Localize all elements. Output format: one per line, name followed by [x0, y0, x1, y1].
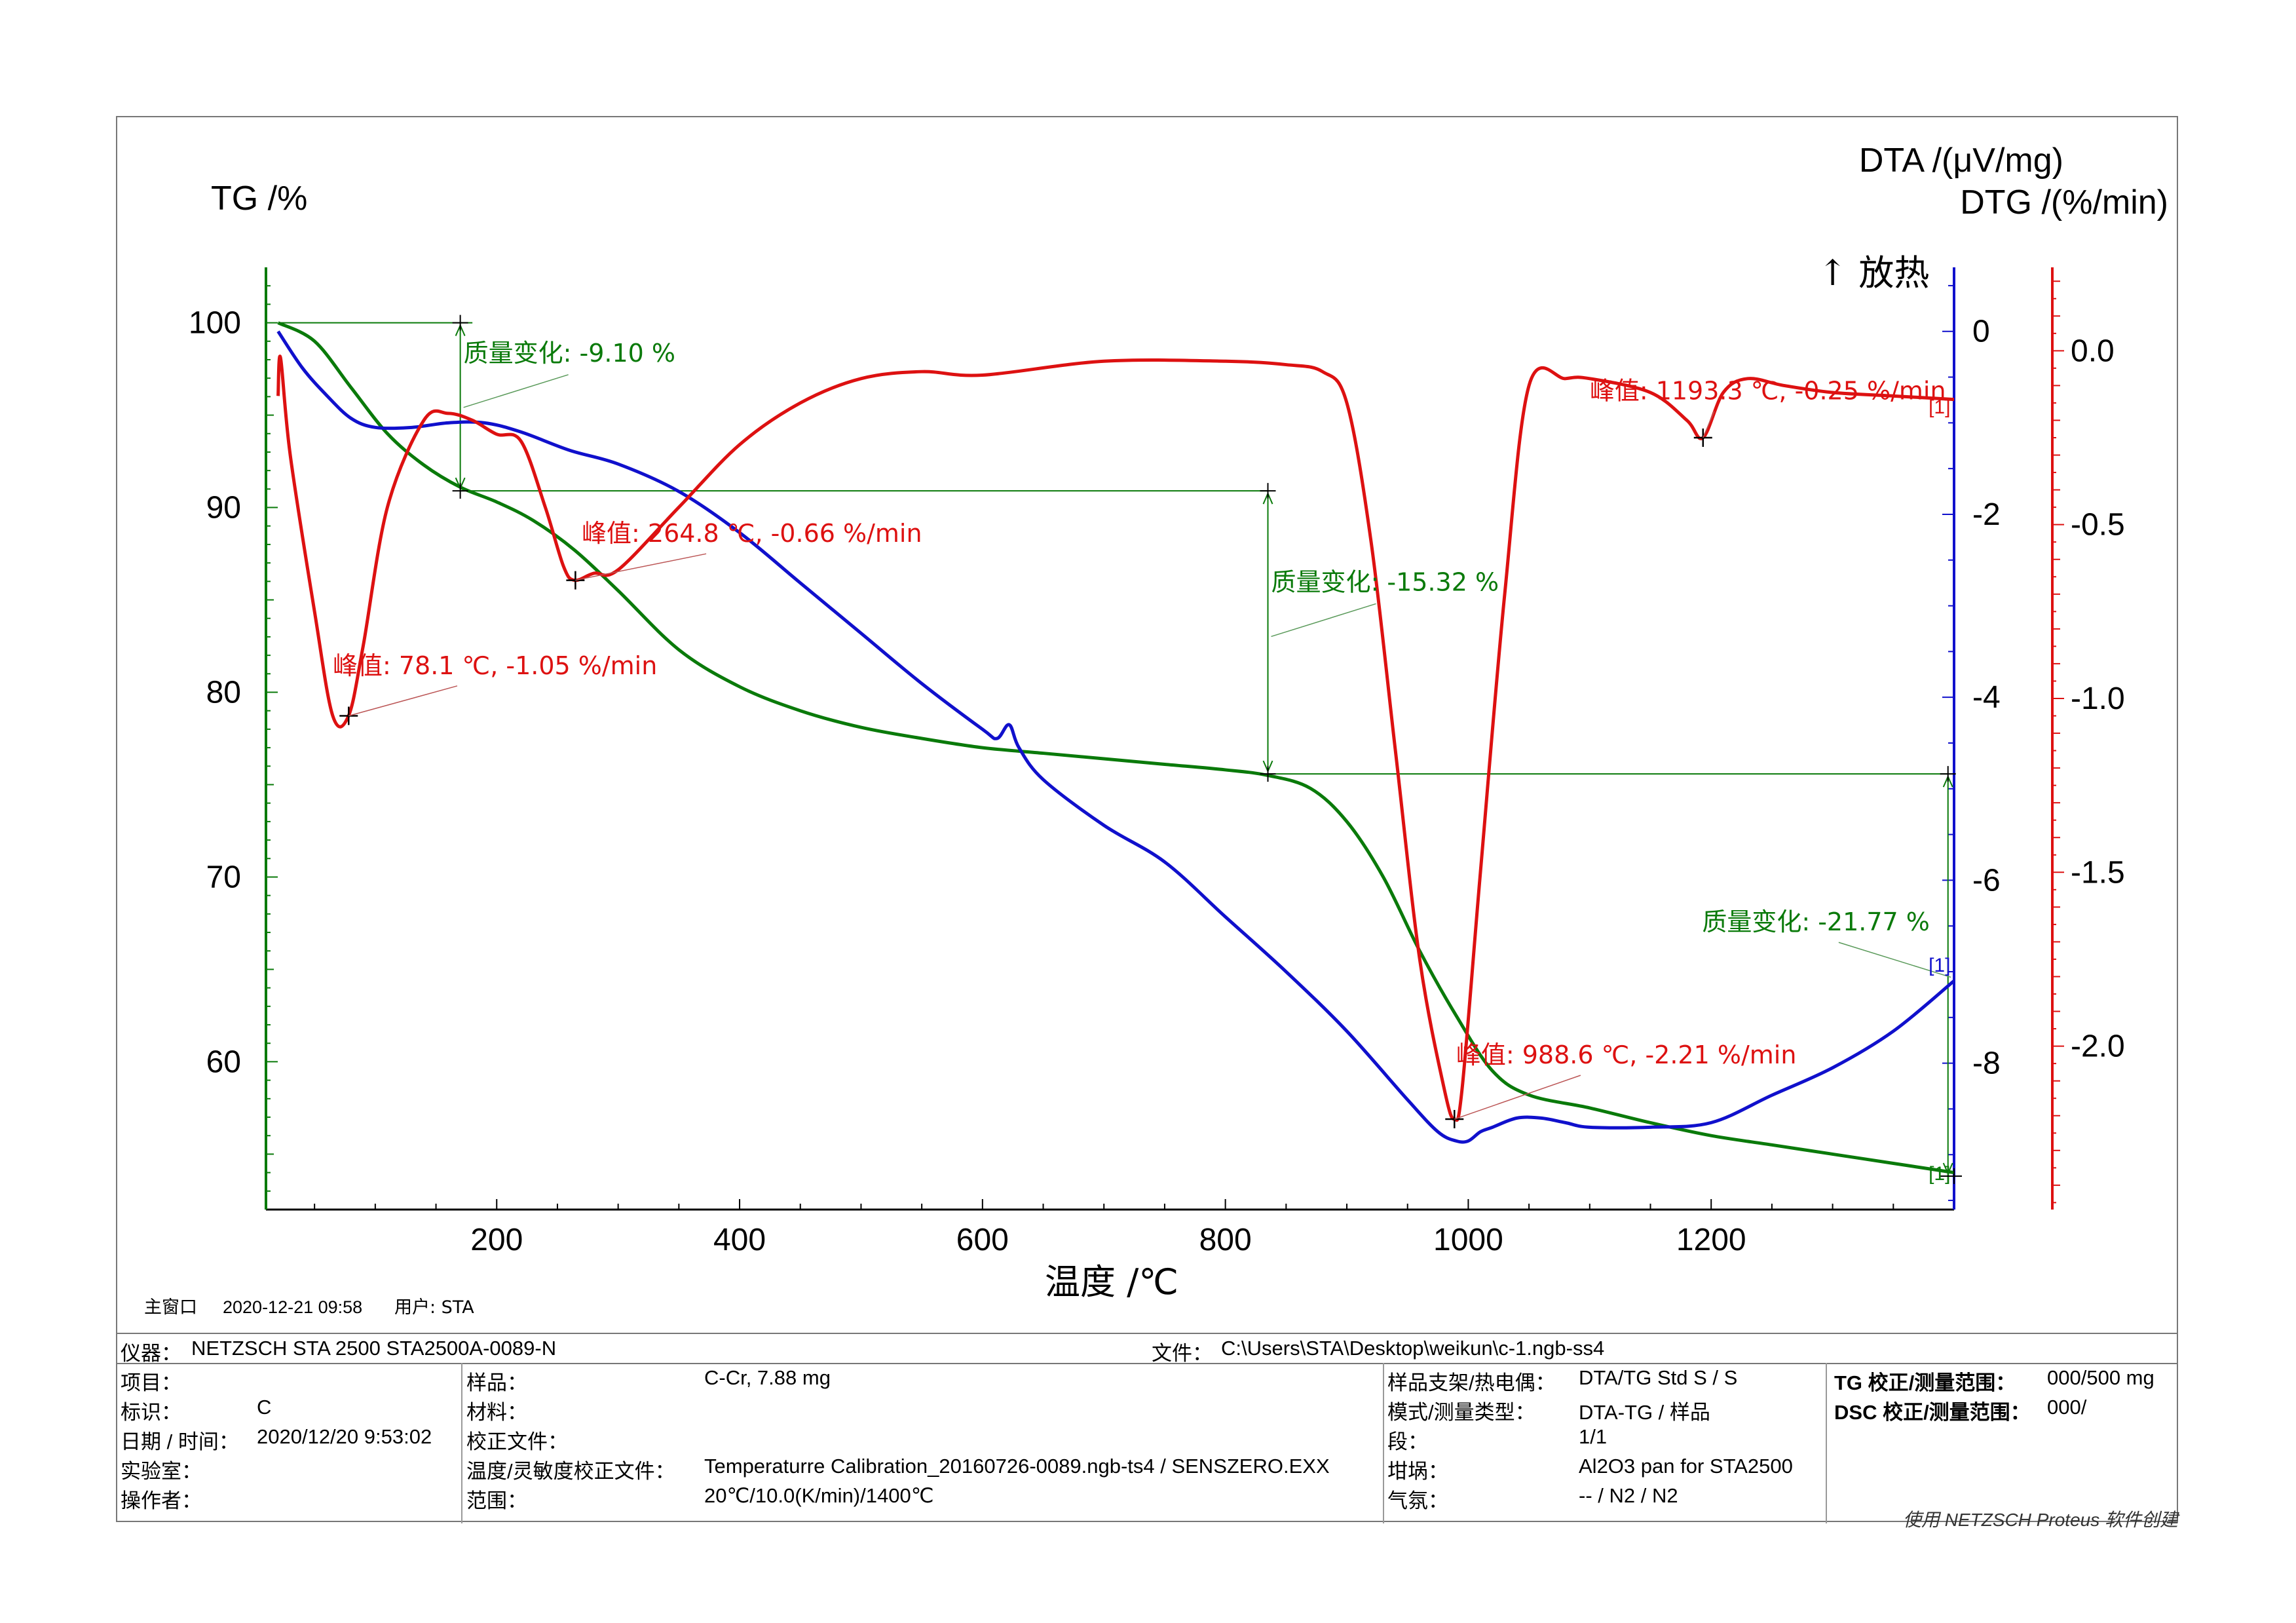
tempcal-label: 温度/灵敏度校正文件： [466, 1460, 675, 1483]
tempcal-value: Temperaturre Calibration_20160726-0089.n… [704, 1455, 1330, 1478]
sample-value: C-Cr, 7.88 mg [704, 1366, 831, 1389]
instrument-value: NETZSCH STA 2500 STA2500A-0089-N [191, 1337, 557, 1360]
end-marker [1946, 1168, 1962, 1184]
exo-label: ↑ 放热 [1818, 252, 1929, 294]
info-divider-v3 [1826, 1363, 1827, 1523]
date-value: 2020/12/20 9:53:02 [257, 1425, 432, 1448]
sample-label: 样品： [466, 1371, 527, 1394]
tg-tick-label: 90 [206, 491, 241, 525]
lab-label: 实验室： [121, 1460, 202, 1483]
mode-label: 模式/测量类型： [1387, 1401, 1535, 1424]
info-table [116, 1333, 2178, 1523]
step-marker [1260, 766, 1276, 782]
gas-label: 气氛： [1387, 1489, 1448, 1512]
holder-label: 样品支架/热电偶： [1387, 1371, 1556, 1394]
step-marker [452, 483, 468, 499]
tg-curve [277, 321, 1955, 1175]
peak-label: 峰值: 264.8 ℃, -0.66 %/min [582, 519, 922, 548]
dtg-tick-label: -2.0 [2071, 1029, 2125, 1064]
tg-tick-label: 80 [206, 676, 241, 710]
operator-label: 操作者： [121, 1489, 202, 1512]
range-value: 20℃/10.0(K/min)/1400℃ [704, 1484, 934, 1507]
x-tick-label: 200 [470, 1223, 523, 1257]
step-marker [452, 315, 468, 331]
mode-value: DTA-TG / 样品 [1579, 1401, 1710, 1424]
curve-tag: [1] [1929, 396, 1950, 418]
segment-label: 段： [1387, 1430, 1428, 1453]
tgcal-value: 000/500 mg [2047, 1366, 2155, 1389]
step-marker [1940, 766, 1956, 782]
info-divider-top [117, 1363, 2177, 1364]
peak-marker [339, 706, 358, 725]
x-axis-label: 温度 /℃ [1045, 1261, 1178, 1303]
dtg-curve [276, 354, 1955, 1122]
date-label: 日期 / 时间： [121, 1430, 239, 1453]
peak-leader [348, 685, 458, 717]
dta-tick-label: -8 [1972, 1046, 2001, 1081]
header-user: 用户: STA [394, 1297, 474, 1318]
project-label: 项目： [121, 1371, 181, 1394]
peak-leader [1454, 1075, 1581, 1120]
dsccal-label: DSC 校正/测量范围： [1834, 1401, 2031, 1424]
dta-tick-label: -6 [1972, 863, 2001, 898]
mass-change-label: 质量变化: -21.77 % [1702, 907, 1930, 936]
file-label: 文件： [1152, 1342, 1213, 1365]
x-tick-label: 400 [713, 1223, 766, 1257]
crucible-value: Al2O3 pan for STA2500 [1579, 1455, 1793, 1478]
y-right-label-dtg: DTG /(%/min) [1960, 183, 2168, 221]
x-tick-label: 1200 [1676, 1223, 1746, 1257]
peak-marker [1445, 1110, 1464, 1129]
range-label: 范围： [466, 1489, 527, 1512]
y-right-label-dta: DTA /(μV/mg) [1859, 142, 2063, 180]
label-leader [1838, 942, 1951, 978]
gas-value: -- / N2 / N2 [1579, 1484, 1678, 1507]
tg-tick-label: 100 [189, 306, 241, 341]
peak-label: 峰值: 988.6 ℃, -2.21 %/min [1456, 1041, 1797, 1069]
dta-tick-label: -4 [1972, 680, 2001, 715]
tgcal-label: TG 校正/测量范围： [1834, 1371, 2016, 1394]
segment-value: 1/1 [1579, 1425, 1608, 1448]
peak-leader [575, 553, 707, 581]
tg-tick-label: 70 [206, 860, 241, 894]
software-credit: 使用 NETZSCH Proteus 软件创建 [1902, 1510, 2178, 1530]
instrument-label: 仪器： [121, 1342, 181, 1365]
step-marker [1260, 483, 1276, 499]
header-datetime: 2020-12-21 09:58 [223, 1297, 362, 1317]
peak-label: 峰值: 78.1 ℃, -1.05 %/min [333, 651, 657, 680]
peak-leader [1703, 411, 1715, 438]
id-label: 标识： [121, 1401, 181, 1424]
label-leader [463, 374, 569, 408]
x-tick-label: 800 [1199, 1223, 1252, 1257]
x-tick-label: 1000 [1433, 1223, 1503, 1257]
file-value: C:\Users\STA\Desktop\weikun\c-1.ngb-ss4 [1221, 1337, 1605, 1360]
material-label: 材料： [466, 1401, 527, 1424]
info-divider-v2 [1383, 1363, 1384, 1523]
peak-label: 峰值: 1193.3 ℃, -0.25 %/min [1590, 377, 1946, 406]
window-label: 主窗口 [144, 1297, 197, 1318]
dta-tick-label: -2 [1972, 497, 2001, 532]
y-left-label: TG /% [211, 180, 307, 218]
dta-tick-label: 0 [1972, 315, 1990, 349]
dsccal-value: 000/ [2047, 1396, 2087, 1419]
dtg-tick-label: -1.5 [2071, 855, 2125, 890]
dtg-tick-label: 0.0 [2071, 334, 2115, 368]
dtg-tick-label: -1.0 [2071, 681, 2125, 716]
chart-frame [116, 116, 2178, 1522]
x-tick-label: 600 [956, 1223, 1009, 1257]
label-leader [1271, 603, 1376, 638]
curve-tag: [1] [1929, 955, 1950, 976]
curve-tag: [1] [1929, 1163, 1950, 1185]
tg-tick-label: 60 [206, 1044, 241, 1079]
dtg-tick-label: -0.5 [2071, 508, 2125, 543]
crucible-label: 坩埚： [1387, 1460, 1448, 1483]
mass-change-label: 质量变化: -15.32 % [1271, 567, 1499, 596]
mass-change-label: 质量变化: -9.10 % [464, 339, 675, 368]
peak-marker [566, 571, 585, 590]
dta-curve [276, 330, 1955, 1144]
id-value: C [257, 1396, 272, 1419]
info-divider-v1 [461, 1363, 462, 1523]
calfile-label: 校正文件： [466, 1430, 568, 1453]
holder-value: DTA/TG Std S / S [1579, 1366, 1738, 1389]
